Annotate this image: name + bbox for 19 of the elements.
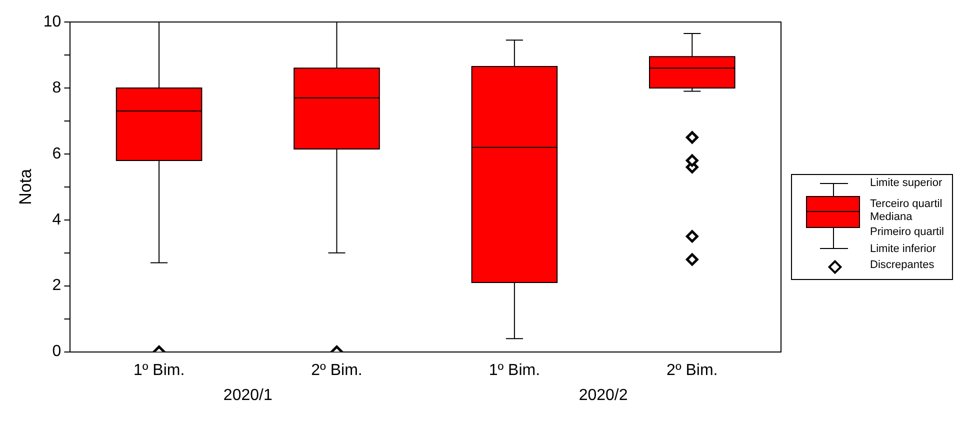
x-tick-label: 2º Bim. [311, 362, 362, 379]
text: 2020/2 [578, 387, 628, 404]
x-tick-label: 1º Bim. [133, 362, 185, 379]
y-tick-label: 10 [43, 13, 62, 30]
x-tick-label: 2º Bim. [666, 362, 718, 379]
y-axis-title: Nota [16, 168, 35, 205]
text: Discrepantes [870, 259, 934, 272]
text: Limite inferior [870, 243, 936, 256]
text: Primeiro quartil [870, 226, 944, 239]
y-tick-label: 6 [52, 145, 62, 162]
y-tick-label: 0 [52, 343, 62, 360]
text: 2020/1 [223, 387, 272, 404]
text: Mediana [870, 211, 912, 224]
text: Limite superior [870, 177, 942, 190]
x-tick-label: 1º Bim. [488, 362, 540, 379]
y-tick-label: 4 [52, 211, 62, 228]
y-tick-label: 8 [52, 79, 62, 96]
text: Terceiro quartil [870, 198, 942, 211]
y-tick-label: 2 [52, 277, 62, 294]
